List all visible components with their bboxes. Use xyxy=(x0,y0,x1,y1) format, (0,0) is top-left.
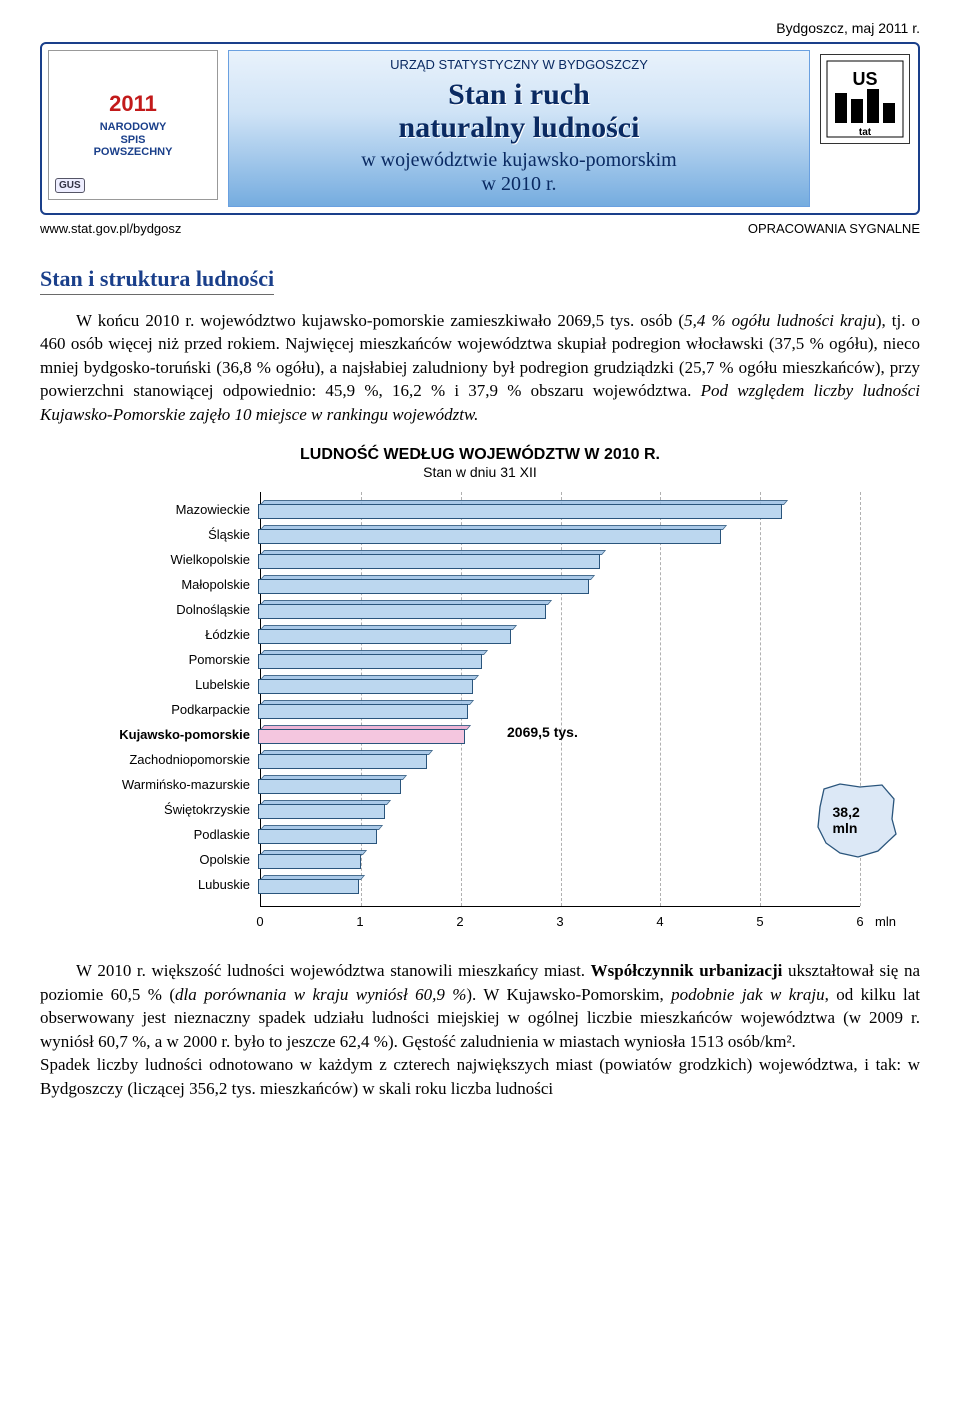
chart-bar xyxy=(258,576,589,594)
svg-text:US: US xyxy=(852,69,877,89)
p2-t4: dla porównania w kraju wyniósł 60,9 % xyxy=(175,985,466,1004)
x-tick-label: 4 xyxy=(656,914,663,929)
chart-row: Lubelskie xyxy=(70,672,890,697)
chart-bar xyxy=(258,651,482,669)
section-heading: Stan i struktura ludności xyxy=(40,266,274,295)
chart-row-label: Warmińsko-mazurskie xyxy=(70,777,258,792)
chart-row: Zachodniopomorskie xyxy=(70,747,890,772)
census-logo: 2011 NARODOWY SPIS POWSZECHNY GUS xyxy=(48,50,218,200)
chart-bar xyxy=(258,601,546,619)
p2-t5: ). W Kujawsko-Pomorskim, xyxy=(466,985,671,1004)
chart-row-label: Pomorskie xyxy=(70,652,258,667)
chart-row-label: Wielkopolskie xyxy=(70,552,258,567)
census-line3: POWSZECHNY xyxy=(94,146,173,158)
chart-row: Małopolskie xyxy=(70,572,890,597)
chart-row-label: Opolskie xyxy=(70,852,258,867)
sub-header: www.stat.gov.pl/bydgosz OPRACOWANIA SYGN… xyxy=(40,221,920,236)
p2-t2: Współczynnik urbanizacji xyxy=(591,961,783,980)
x-tick-label: 2 xyxy=(456,914,463,929)
title-line2: naturalny ludności xyxy=(399,111,640,144)
chart-row-label: Lubuskie xyxy=(70,877,258,892)
gus-badge: GUS xyxy=(55,178,85,193)
chart-bar xyxy=(258,501,782,519)
chart-bar xyxy=(258,751,427,769)
p2-t8: Spadek liczby ludności odnotowano w każd… xyxy=(40,1055,920,1097)
chart-bar xyxy=(258,726,465,744)
chart-bar xyxy=(258,801,385,819)
chart-row: Podlaskie xyxy=(70,822,890,847)
chart-title: LUDNOŚĆ WEDŁUG WOJEWÓDZTW W 2010 R. xyxy=(70,446,890,464)
chart-row: Kujawsko-pomorskie xyxy=(70,722,890,747)
chart-bar xyxy=(258,701,468,719)
paragraph-1: W końcu 2010 r. województwo kujawsko-pom… xyxy=(40,309,920,426)
chart-row-label: Małopolskie xyxy=(70,577,258,592)
x-tick-label: 5 xyxy=(756,914,763,929)
x-tick-label: 3 xyxy=(556,914,563,929)
x-tick-label: 0 xyxy=(256,914,263,929)
url-text: www.stat.gov.pl/bydgosz xyxy=(40,221,181,236)
x-tick-label: 6 xyxy=(856,914,863,929)
p2-t1: W 2010 r. większość ludności województwa… xyxy=(76,961,591,980)
chart-bar xyxy=(258,851,361,869)
chart-row: Mazowieckie xyxy=(70,497,890,522)
chart-row: Śląskie xyxy=(70,522,890,547)
subtitle-line1: w województwie kujawsko-pomorskim xyxy=(361,149,677,171)
chart-bar xyxy=(258,776,401,794)
chart-row-label: Mazowieckie xyxy=(70,502,258,517)
chart-row: Warmińsko-mazurskie xyxy=(70,772,890,797)
ustat-logo: US tat xyxy=(820,54,910,144)
chart-row-label: Kujawsko-pomorskie xyxy=(70,727,258,742)
census-line1: NARODOWY xyxy=(100,121,167,133)
svg-text:tat: tat xyxy=(859,127,872,138)
doc-subtitle: w województwie kujawsko-pomorskim w 2010… xyxy=(237,148,801,196)
census-line2: SPIS xyxy=(120,134,145,146)
header-box: 2011 NARODOWY SPIS POWSZECHNY GUS URZĄD … xyxy=(40,42,920,215)
chart-bar xyxy=(258,876,359,894)
census-year: 2011 xyxy=(109,91,157,117)
p1-t2: 5,4 % ogółu ludności kraju xyxy=(684,311,876,330)
chart-bar xyxy=(258,826,377,844)
total-value: 38,2 mln xyxy=(833,804,878,836)
chart-bar xyxy=(258,676,473,694)
chart-row: Wielkopolskie xyxy=(70,547,890,572)
chart-row: Podkarpackie xyxy=(70,697,890,722)
chart-row: Opolskie xyxy=(70,847,890,872)
chart-bar xyxy=(258,551,600,569)
chart-area: mln MazowieckieŚląskieWielkopolskieMałop… xyxy=(70,492,890,937)
p2-t6: podobnie jak w kraju xyxy=(671,985,824,1004)
total-map-badge: 38,2 mln xyxy=(810,779,900,861)
chart-row-label: Świętokrzyskie xyxy=(70,802,258,817)
chart-bar xyxy=(258,626,511,644)
census-text: NARODOWY SPIS POWSZECHNY xyxy=(94,121,173,159)
chart-row-label: Śląskie xyxy=(70,527,258,542)
chart-row: Dolnośląskie xyxy=(70,597,890,622)
header-center: URZĄD STATYSTYCZNY W BYDGOSZCZY Stan i r… xyxy=(228,50,810,207)
subtitle-line2: w 2010 r. xyxy=(482,173,557,195)
chart-row: Łódzkie xyxy=(70,622,890,647)
opracowania-label: OPRACOWANIA SYGNALNE xyxy=(748,221,920,236)
chart-bar xyxy=(258,526,721,544)
chart-row: Świętokrzyskie xyxy=(70,797,890,822)
title-line1: Stan i ruch xyxy=(448,78,590,111)
paragraph-2: W 2010 r. większość ludności województwa… xyxy=(40,959,920,1100)
chart-row-label: Podlaskie xyxy=(70,827,258,842)
population-chart: LUDNOŚĆ WEDŁUG WOJEWÓDZTW W 2010 R. Stan… xyxy=(70,446,890,937)
chart-row: Lubuskie xyxy=(70,872,890,897)
chart-row-label: Lubelskie xyxy=(70,677,258,692)
office-name: URZĄD STATYSTYCZNY W BYDGOSZCZY xyxy=(237,57,801,72)
doc-title: Stan i ruch naturalny ludności xyxy=(237,78,801,144)
chart-row: Pomorskie xyxy=(70,647,890,672)
chart-row-label: Dolnośląskie xyxy=(70,602,258,617)
top-caption: Bydgoszcz, maj 2011 r. xyxy=(40,20,920,36)
chart-row-label: Podkarpackie xyxy=(70,702,258,717)
p1-t1: W końcu 2010 r. województwo kujawsko-pom… xyxy=(76,311,684,330)
chart-row-label: Łódzkie xyxy=(70,627,258,642)
chart-row-label: Zachodniopomorskie xyxy=(70,752,258,767)
x-axis-unit: mln xyxy=(875,914,896,929)
chart-subtitle: Stan w dniu 31 XII xyxy=(70,464,890,480)
x-tick-label: 1 xyxy=(356,914,363,929)
